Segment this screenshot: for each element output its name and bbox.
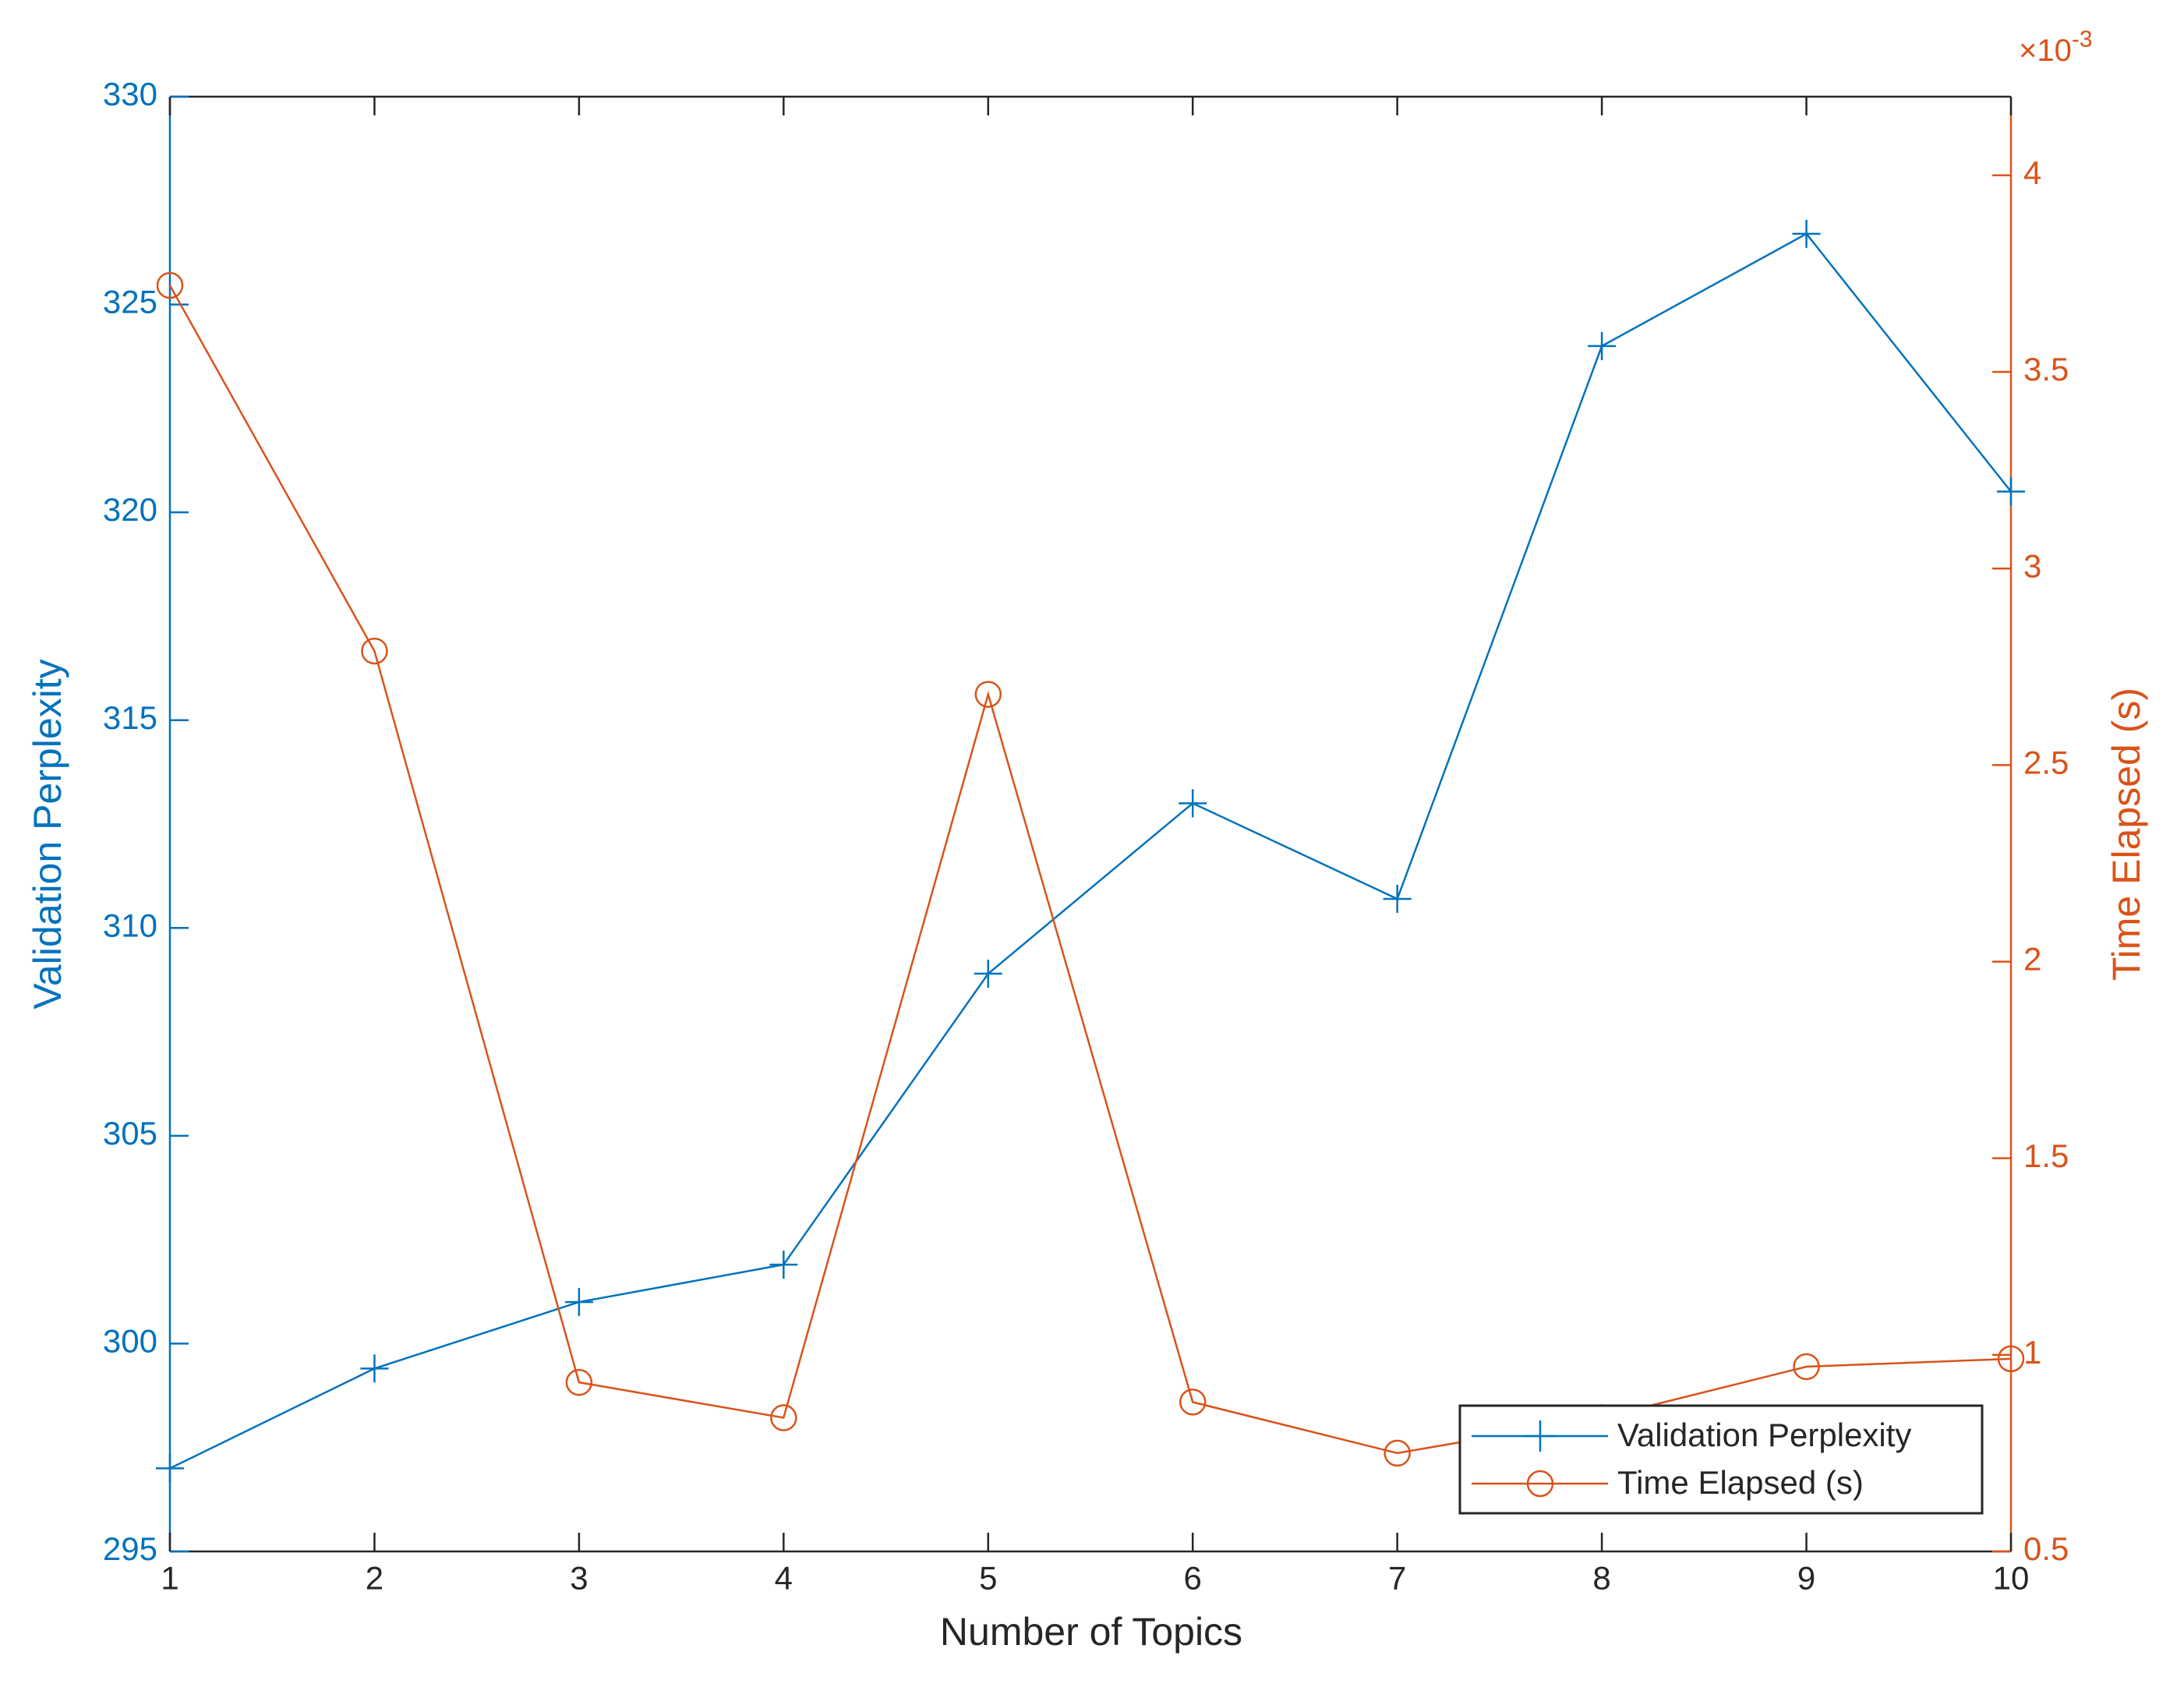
- data-point-plus: [769, 1251, 798, 1279]
- data-point-circle: [565, 1368, 593, 1396]
- data-point-circle: [156, 271, 184, 299]
- right-tick-label: 0.5: [2023, 1530, 2069, 1567]
- legend: Validation Perplexity Time Elapsed (s): [1458, 1404, 1984, 1515]
- data-point-circle: [974, 681, 1002, 708]
- x-tick-label: 4: [775, 1559, 793, 1596]
- legend-label-validation-perplexity: Validation Perplexity: [1617, 1417, 1911, 1453]
- x-tick-label: 2: [366, 1559, 383, 1596]
- data-point-plus: [1383, 884, 1412, 913]
- x-tick-label: 6: [1184, 1559, 1202, 1596]
- x-tick-label: 10: [1993, 1559, 2030, 1596]
- left-tick-label: 305: [103, 1115, 157, 1152]
- data-point-plus: [974, 959, 1002, 988]
- data-point-plus: [1179, 789, 1207, 818]
- x-tick-label: 3: [570, 1559, 588, 1596]
- plot-area: [170, 95, 2011, 1553]
- data-point-circle: [1997, 1345, 2025, 1373]
- series-line-time-elapsed-s: [168, 285, 2012, 1455]
- left-tick-label: 310: [103, 907, 157, 943]
- right-tick-label: 2: [2023, 941, 2041, 978]
- plot-background: [170, 97, 2011, 1551]
- left-tick-label: 315: [103, 699, 157, 736]
- series-line-validation-perplexity: [169, 232, 2012, 1470]
- x-tick-label: 9: [1797, 1559, 1815, 1596]
- right-tick-label: 2.5: [2023, 744, 2069, 780]
- legend-label-time-elapsed: Time Elapsed (s): [1617, 1464, 1864, 1501]
- x-axis-label: Number of Topics: [940, 1610, 1242, 1654]
- legend-box: [1458, 1404, 1984, 1515]
- data-point-circle: [361, 637, 388, 665]
- legend-marker-circle: [1526, 1470, 1554, 1498]
- left-tick-label: 300: [103, 1323, 157, 1360]
- x-tick-label: 5: [979, 1559, 997, 1596]
- data-point-plus: [1792, 219, 1821, 248]
- right-y-axis-exponent-label: ×10-3: [2019, 27, 2093, 68]
- x-tick-label: 7: [1388, 1559, 1406, 1596]
- right-y-axis: 0.5 1 1.5 2 2.5 3 3.5 4: [1992, 97, 2069, 1567]
- left-y-axis: 295 300 305 310 315 320 325 330: [103, 76, 189, 1567]
- right-tick-label: 1.5: [2023, 1137, 2069, 1174]
- data-point-plus: [564, 1288, 593, 1317]
- left-y-axis-label: Validation Perplexity: [26, 659, 69, 1009]
- right-tick-label: 1: [2023, 1334, 2041, 1371]
- left-tick-label: 330: [103, 76, 157, 112]
- data-point-plus: [360, 1354, 389, 1383]
- left-tick-label: 325: [103, 284, 157, 320]
- data-point-circle: [770, 1404, 797, 1431]
- series-layer: [156, 219, 2025, 1483]
- data-point-circle: [1793, 1353, 1820, 1381]
- x-tick-label: 8: [1592, 1559, 1610, 1596]
- data-point-circle: [1179, 1389, 1207, 1416]
- data-point-plus: [156, 1454, 184, 1483]
- x-axis: 1 2 3 4 5 6 7 8 9 10: [161, 97, 2029, 1596]
- right-tick-label: 3.5: [2023, 351, 2069, 387]
- data-point-circle: [1384, 1439, 1411, 1467]
- data-point-plus: [1588, 331, 1617, 360]
- right-y-axis-label: Time Elapsed (s): [2104, 688, 2148, 981]
- right-tick-label: 4: [2023, 154, 2041, 191]
- data-point-plus: [1997, 477, 2025, 506]
- left-tick-label: 295: [103, 1530, 157, 1567]
- right-tick-label: 3: [2023, 547, 2041, 584]
- left-tick-label: 320: [103, 491, 157, 528]
- legend-marker-plus: [1525, 1420, 1556, 1452]
- x-tick-label: 1: [161, 1559, 178, 1596]
